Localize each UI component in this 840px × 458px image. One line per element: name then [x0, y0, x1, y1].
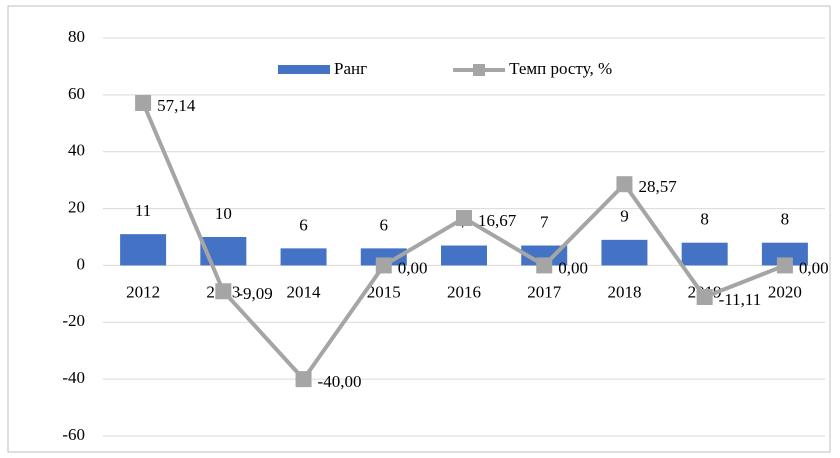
x-tick-label: 2015: [367, 282, 401, 301]
line-marker: [215, 283, 232, 300]
bar-value-label: 11: [135, 201, 151, 220]
line-value-label: -9,09: [237, 284, 272, 303]
y-tick-label: 20: [68, 197, 85, 216]
bar: [280, 248, 327, 266]
line-value-label: 57,14: [157, 96, 196, 115]
x-tick-label: 2016: [447, 282, 481, 301]
bar-value-label: 8: [781, 210, 790, 229]
bar: [761, 242, 808, 266]
line-value-label: 0,00: [799, 258, 829, 277]
line-value-label: -11,11: [719, 290, 762, 309]
chart-frame: [7, 5, 831, 453]
line-value-label: -40,00: [318, 372, 362, 391]
line-marker: [616, 176, 633, 193]
bar: [120, 234, 167, 266]
x-tick-label: 2018: [607, 282, 641, 301]
legend-label: Темп росту, %: [509, 59, 612, 78]
bar: [360, 248, 407, 266]
bar: [681, 242, 728, 266]
line-marker: [696, 289, 713, 306]
bar-value-label: 7: [540, 212, 549, 231]
bar-value-label: 6: [299, 215, 308, 234]
bar-value-label: 8: [700, 210, 709, 229]
y-tick-label: -40: [62, 368, 85, 387]
y-tick-label: -20: [62, 311, 85, 330]
y-tick-label: 60: [68, 84, 85, 103]
legend-swatch: [473, 64, 486, 76]
x-tick-label: 2017: [527, 282, 562, 301]
x-tick-label: 2012: [126, 282, 160, 301]
line-value-label: 28,57: [638, 177, 677, 196]
line-value-label: 0,00: [398, 258, 428, 277]
line-marker: [295, 371, 312, 388]
x-tick-label: 2014: [287, 282, 322, 301]
y-tick-label: 0: [77, 254, 86, 273]
bar: [601, 239, 648, 266]
legend-swatch: [278, 65, 330, 74]
legend-label: Ранг: [334, 59, 367, 78]
line-marker: [456, 210, 472, 227]
y-tick-label: -60: [62, 425, 85, 444]
bar-value-label: 6: [380, 215, 389, 234]
y-tick-label: 40: [68, 141, 85, 160]
line-marker: [135, 94, 152, 111]
y-tick-label: 80: [68, 27, 85, 46]
bar-value-label: 10: [215, 204, 232, 223]
line-marker: [375, 257, 392, 274]
line-marker: [536, 257, 553, 274]
line-marker: [776, 257, 793, 274]
bar: [441, 245, 487, 266]
line-value-label: 16,67: [478, 211, 517, 230]
line-value-label: 0,00: [558, 258, 588, 277]
x-tick-label: 2020: [768, 282, 802, 301]
bar-value-label: 9: [620, 207, 629, 226]
